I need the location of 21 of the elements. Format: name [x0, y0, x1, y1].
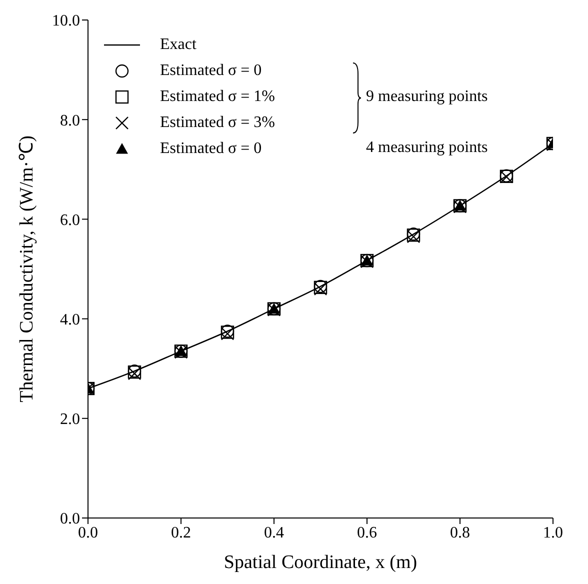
- y-tick-label: 0.0: [60, 510, 80, 528]
- x-tick-label: 0.4: [264, 524, 284, 542]
- x-tick-label: 0.0: [78, 524, 98, 542]
- x-tick-label: 1.0: [543, 524, 563, 542]
- y-tick-label: 6.0: [60, 212, 80, 229]
- x-tick-label: 0.6: [357, 524, 377, 542]
- legend-label: Estimated σ = 0: [160, 140, 262, 158]
- y-tick-label: 8.0: [60, 112, 80, 130]
- annotation: 9 measuring points: [366, 88, 488, 106]
- x-axis-title: Spatial Coordinate, x (m): [224, 552, 418, 573]
- legend-label: Exact: [160, 36, 196, 54]
- annotation: 4 measuring points: [366, 139, 488, 157]
- x-tick-label: 0.8: [450, 524, 470, 542]
- y-axis-title: Thermal Conductivity, k (W/m·℃): [16, 136, 38, 402]
- y-tick-label: 10.0: [52, 12, 80, 30]
- y-tick-label: 2.0: [60, 411, 80, 428]
- x-tick-label: 0.2: [171, 524, 191, 542]
- legend-label: Estimated σ = 3%: [160, 114, 275, 132]
- legend-label: Estimated σ = 1%: [160, 88, 275, 106]
- legend-label: Estimated σ = 0: [160, 62, 262, 80]
- y-tick-label: 4.0: [60, 311, 80, 328]
